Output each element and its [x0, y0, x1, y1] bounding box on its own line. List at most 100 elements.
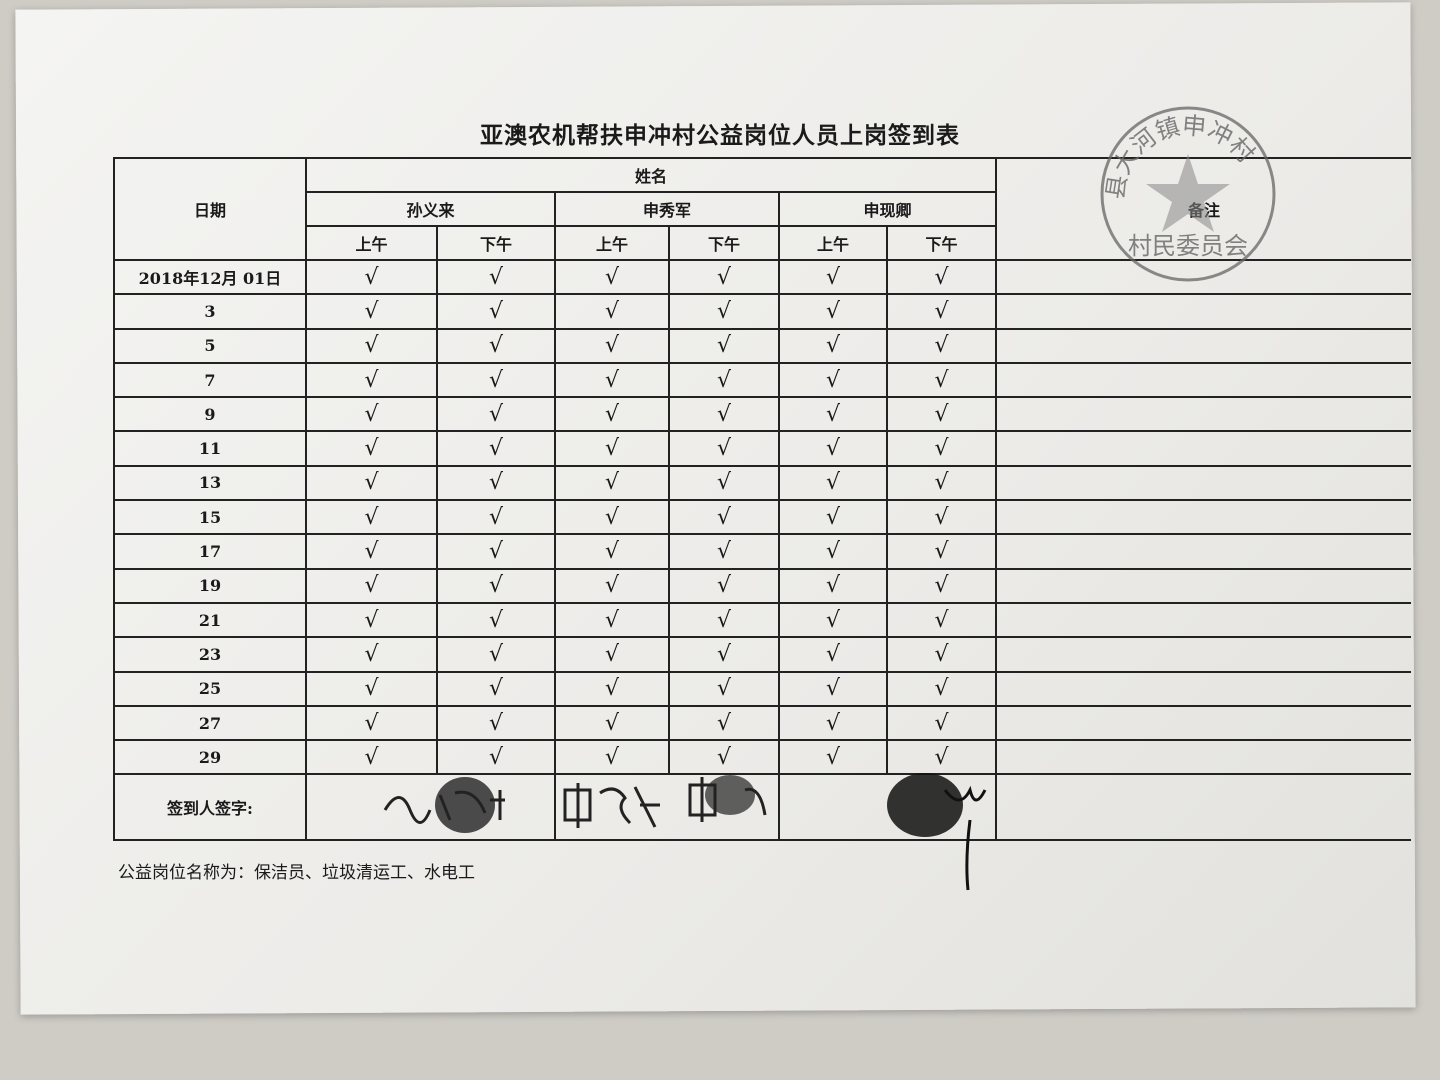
person-header: 孙义来	[305, 191, 556, 227]
checkmark-cell: √	[778, 704, 888, 742]
remarks-cell	[995, 670, 1411, 707]
checkmark-cell: √	[436, 327, 556, 364]
am-header: 上午	[778, 225, 888, 261]
checkmark-cell: √	[668, 258, 780, 296]
table-row: 19 √ √ √ √ √ √	[113, 567, 1411, 604]
checkmark-cell: √	[778, 396, 888, 433]
checkmark-cell: √	[436, 739, 556, 776]
checkmark-cell: √	[778, 567, 888, 604]
attendance-table: 日期 姓名 备注 孙义来 申秀军 申现卿 上午 下午 上午 下午 上午 下午 2…	[113, 157, 1411, 842]
table-row: 17 √ √ √ √ √ √	[113, 533, 1411, 570]
checkmark-cell: √	[778, 499, 888, 536]
checkmark-cell: √	[778, 533, 888, 570]
checkmark-cell: √	[668, 361, 780, 399]
date-cell: 11	[113, 430, 307, 467]
checkmark-cell: √	[436, 704, 556, 742]
checkmark-cell: √	[305, 430, 438, 467]
checkmark-cell: √	[886, 670, 997, 707]
remarks-cell	[995, 704, 1411, 742]
table-row: 3 √ √ √ √ √ √	[113, 293, 1411, 330]
page-title: 亚澳农机帮扶申冲村公益岗位人员上岗签到表	[480, 122, 960, 149]
signature-cell	[305, 773, 556, 842]
checkmark-cell: √	[305, 327, 438, 364]
checkmark-cell: √	[886, 499, 997, 536]
checkmark-cell: √	[886, 258, 997, 296]
checkmark-cell: √	[778, 636, 888, 673]
checkmark-cell: √	[668, 601, 780, 639]
checkmark-cell: √	[554, 293, 670, 330]
pm-header: 下午	[436, 225, 556, 261]
am-header: 上午	[554, 225, 670, 261]
checkmark-cell: √	[436, 636, 556, 673]
checkmark-cell: √	[436, 361, 556, 399]
checkmark-cell: √	[305, 258, 438, 296]
checkmark-cell: √	[554, 533, 670, 570]
table-row: 5 √ √ √ √ √ √	[113, 327, 1411, 364]
date-cell: 2018年12月 01日	[113, 258, 307, 296]
checkmark-cell: √	[668, 533, 780, 570]
checkmark-cell: √	[305, 361, 438, 399]
checkmark-cell: √	[778, 670, 888, 707]
checkmark-cell: √	[886, 293, 997, 330]
checkmark-cell: √	[778, 430, 888, 467]
remarks-cell	[995, 499, 1411, 536]
checkmark-cell: √	[305, 670, 438, 707]
checkmark-cell: √	[554, 739, 670, 776]
remarks-cell	[995, 567, 1411, 604]
official-seal: 县大河镇申冲村 村民委员会	[1100, 106, 1276, 282]
checkmark-cell: √	[305, 567, 438, 604]
name-header: 姓名	[305, 157, 997, 193]
date-cell: 21	[113, 601, 307, 639]
checkmark-cell: √	[554, 704, 670, 742]
date-cell: 19	[113, 567, 307, 604]
person-header: 申现卿	[778, 191, 997, 227]
date-cell: 9	[113, 396, 307, 433]
remarks-cell	[995, 533, 1411, 570]
checkmark-cell: √	[886, 430, 997, 467]
checkmark-cell: √	[305, 499, 438, 536]
table-row: 7 √ √ √ √ √ √	[113, 361, 1411, 399]
remarks-cell	[995, 258, 1411, 296]
checkmark-cell: √	[778, 258, 888, 296]
checkmark-cell: √	[668, 327, 780, 364]
table-row: 25 √ √ √ √ √ √	[113, 670, 1411, 707]
checkmark-cell: √	[436, 464, 556, 502]
checkmark-cell: √	[436, 567, 556, 604]
date-cell: 25	[113, 670, 307, 707]
checkmark-cell: √	[436, 670, 556, 707]
table-row: 21 √ √ √ √ √ √	[113, 601, 1411, 639]
checkmark-cell: √	[305, 396, 438, 433]
checkmark-cell: √	[668, 464, 780, 502]
checkmark-cell: √	[305, 636, 438, 673]
pm-header: 下午	[886, 225, 997, 261]
checkmark-cell: √	[668, 430, 780, 467]
person-header: 申秀军	[554, 191, 780, 227]
date-cell: 5	[113, 327, 307, 364]
table-row: 2018年12月 01日 √ √ √ √ √ √	[113, 258, 1411, 296]
date-cell: 7	[113, 361, 307, 399]
date-cell: 27	[113, 704, 307, 742]
table-row: 23 √ √ √ √ √ √	[113, 636, 1411, 673]
remarks-cell	[995, 327, 1411, 364]
date-cell: 13	[113, 464, 307, 502]
checkmark-cell: √	[305, 601, 438, 639]
remarks-cell	[995, 430, 1411, 467]
date-cell: 15	[113, 499, 307, 536]
checkmark-cell: √	[668, 636, 780, 673]
remarks-cell	[995, 636, 1411, 673]
checkmark-cell: √	[668, 670, 780, 707]
checkmark-cell: √	[436, 293, 556, 330]
remarks-cell	[995, 396, 1411, 433]
checkmark-cell: √	[668, 567, 780, 604]
checkmark-cell: √	[668, 293, 780, 330]
checkmark-cell: √	[554, 464, 670, 502]
date-header: 日期	[113, 157, 307, 261]
checkmark-cell: √	[668, 499, 780, 536]
checkmark-cell: √	[554, 327, 670, 364]
checkmark-cell: √	[305, 293, 438, 330]
checkmark-cell: √	[554, 567, 670, 604]
checkmark-cell: √	[554, 636, 670, 673]
table-row: 13 √ √ √ √ √ √	[113, 464, 1411, 502]
remarks-cell	[995, 773, 1411, 842]
table-row: 11 √ √ √ √ √ √	[113, 430, 1411, 467]
